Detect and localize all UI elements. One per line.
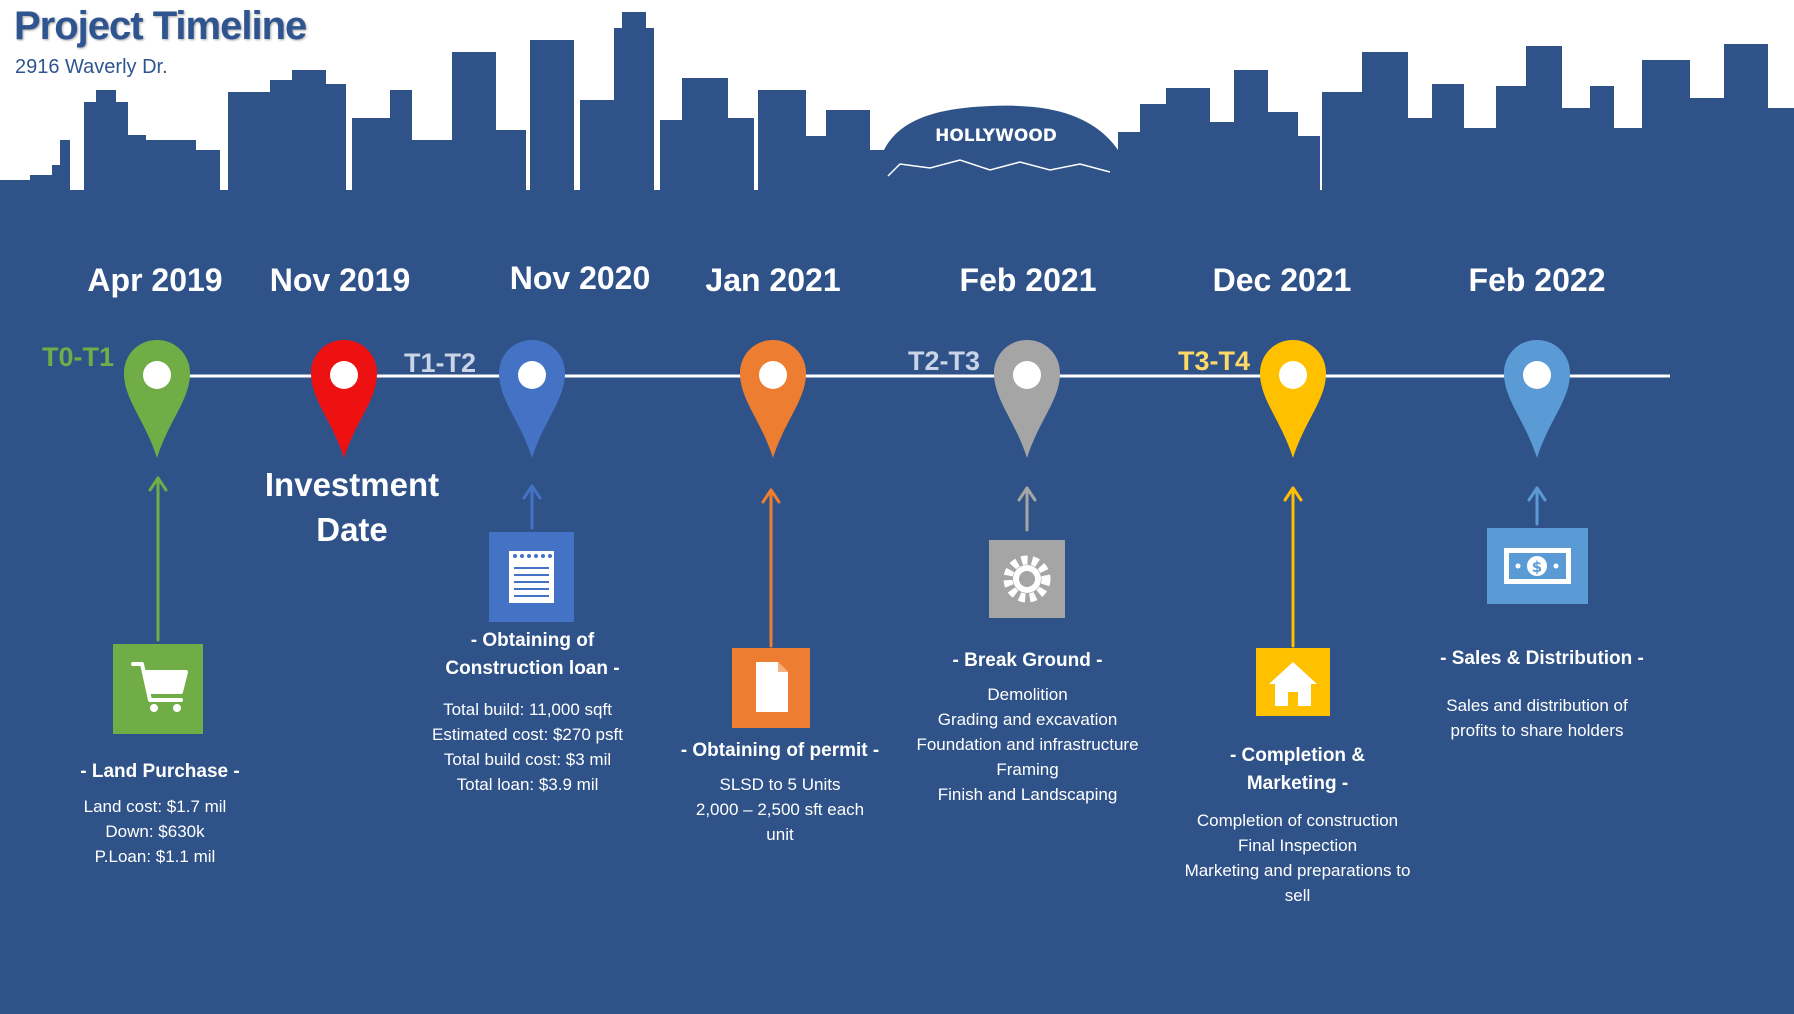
milestone-date: Dec 2021 [1212,262,1352,298]
phase-label-t1-t2: T1-T2 [404,348,477,378]
milestone-date: Feb 2021 [959,262,1097,298]
gear-icon [989,540,1065,618]
arrow-permit [761,488,781,648]
milestone-date: Nov 2020 [509,260,651,296]
hollywood-sign: HOLLYWOOD [935,126,1057,146]
land-purchase-heading: - Land Purchase - [80,761,240,782]
pin-dec-2021 [1260,340,1326,458]
page-title: Project Timeline [14,4,307,48]
pin-jan-2021 [740,340,806,458]
investment-date-label: Investment Date [264,466,440,548]
house-icon [1256,648,1330,716]
phase-label-t3-t4: T3-T4 [1178,346,1251,376]
arrow-land-purchase [148,476,168,642]
break-ground-details: Demolition Grading and excavation Founda… [916,685,1139,804]
break-ground-heading: - Break Ground - [952,650,1103,671]
construction-loan-heading: - Obtaining of Construction loan - [445,630,620,679]
arrow-completion [1283,486,1303,648]
sales-heading: - Sales & Distribution - [1440,648,1644,669]
document-icon [732,648,810,728]
land-purchase-details: Land cost: $1.7 mil Down: $630k P.Loan: … [83,797,227,866]
phase-label-t2-t3: T2-T3 [908,346,981,376]
permit-details: SLSD to 5 Units 2,000 – 2,500 sft each u… [695,775,865,844]
cart-icon [113,644,203,734]
construction-loan-details: Total build: 11,000 sqft Estimated cost:… [432,700,623,794]
milestone-date: Jan 2021 [705,262,841,298]
permit-heading: - Obtaining of permit - [680,740,880,761]
notepad-icon [489,532,574,622]
milestone-date: Feb 2022 [1468,262,1606,298]
arrow-sales [1527,486,1547,526]
phase-label-t0-t1: T0-T1 [42,342,115,372]
sales-details: Sales and distribution of profits to sha… [1446,696,1628,740]
svg-text:$: $ [1532,558,1542,576]
milestone-date: Nov 2019 [269,262,411,298]
pin-apr-2019 [124,340,190,458]
milestone-date: Apr 2019 [87,262,223,298]
pin-feb-2021 [994,340,1060,458]
completion-heading: - Completion & Marketing - [1229,745,1366,794]
pin-nov-2020 [499,340,565,458]
pin-feb-2022 [1504,340,1570,458]
completion-details: Completion of construction Final Inspect… [1184,811,1411,905]
money-icon: $ [1487,528,1588,604]
pin-nov-2019 [311,340,377,458]
arrow-construction-loan [522,484,542,530]
arrow-break-ground [1017,486,1037,532]
page-subtitle: 2916 Waverly Dr. [15,56,168,78]
